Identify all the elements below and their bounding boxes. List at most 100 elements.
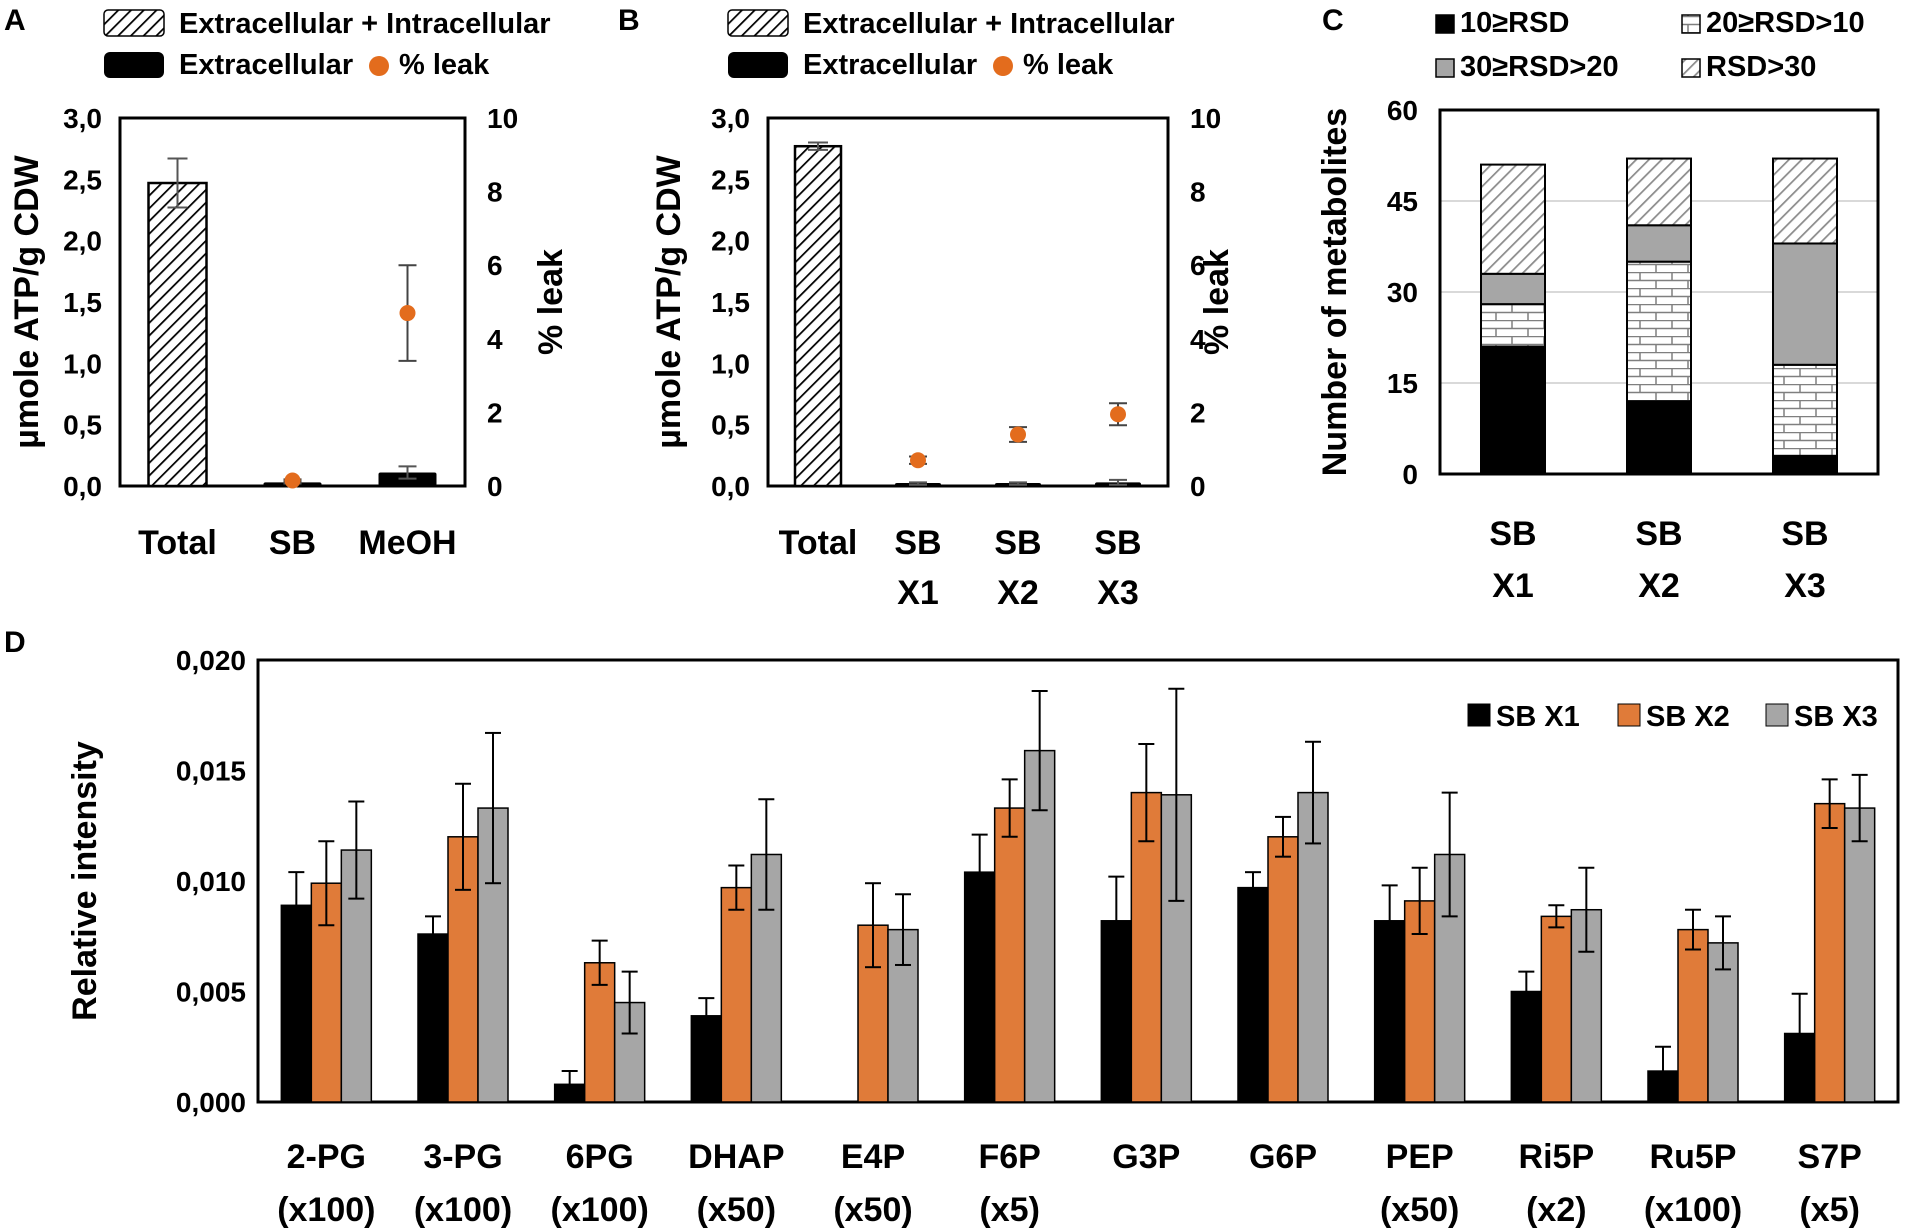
panel-b-y-tick-label: 0,5 [711,410,750,441]
panel-b-leak-point [1010,426,1026,443]
panel-c-x-tick-label-line-0: SB [1635,515,1682,553]
panel-b-plot-frame [766,116,1170,488]
panel-b-y2-tick-label: 6 [1190,250,1206,281]
panel-d-plot-frame [256,658,1900,1104]
panel-b-y-tick-label: 2,5 [711,164,750,195]
panel-d-legend-label: SB X1 [1496,701,1580,733]
panel-b-legend-swatch-black [728,52,788,78]
panel-d-bar [1813,802,1846,1103]
panel-a-y2-tick-label: 0 [487,471,503,502]
panel-b-y-tick-label: 1,0 [711,348,750,379]
panel-a-bar-total [147,181,208,488]
panel-c-bar-segment [1772,454,1838,475]
panel-c-bar-segment [1772,242,1838,366]
panel-a-legend-swatch-hatched [103,9,165,37]
panel-d-x-tick-label-line-0: Ri5P [1519,1138,1595,1176]
panel-b-y-tick-label: 1,5 [711,287,750,318]
panel-b-y2-tick-label: 8 [1190,177,1206,208]
panel-c-legend-label: 30≥RSD>20 [1460,51,1619,83]
panel-d-x-tick-label-line-0: S7P [1798,1138,1862,1176]
panel-c-y-tick-label: 45 [1387,186,1418,217]
panel-b-x-tick-label-line-1: X1 [897,574,939,612]
panel-c-bar-segment [1626,224,1692,263]
panel-label-b: B [618,4,640,37]
panel-d-y-tick-label: 0,005 [176,977,246,1008]
panel-b-legend-label-dot: % leak [1023,49,1114,81]
panel-d-chart: 0,000 0,005 0,010 0,015 0,020 Relative intens… [66,645,1900,1229]
panel-d-x-tick-label-line-1: (x100) [277,1191,375,1229]
panel-a-y-tick-label: 0,0 [63,471,102,502]
panel-d-bar [583,962,616,1103]
panel-a-y-tick-label: 1,0 [63,348,102,379]
panel-c-bar-segment [1772,363,1838,457]
panel-d-x-tick-label-line-0: PEP [1386,1138,1454,1176]
panel-b-y2-axis-label: % leak [1198,249,1236,355]
panel-c-bar-segment [1480,272,1546,306]
panel-a-y-tick-label: 0,5 [63,410,102,441]
panel-c-x-tick-label-line-1: X3 [1784,567,1826,605]
panel-c-bar-segment [1626,400,1692,476]
panel-c-y-tick-label: 15 [1387,368,1418,399]
panel-a-y2-tick-label: 6 [487,250,503,281]
panel-d-bar [1267,836,1299,1103]
panel-c-x-tick-label-line-0: SB [1781,515,1828,553]
panel-d-x-tick-label-line-1: (x50) [833,1191,912,1229]
panel-c-legend-label: 20≥RSD>10 [1706,7,1865,39]
panel-b-x-tick-label-line-1: X3 [1097,574,1139,612]
panel-c-bar-segment [1480,303,1546,348]
panel-d-bar [417,933,449,1103]
panel-d-x-tick-label-line-0: 6PG [566,1138,634,1176]
panel-a-chart: Extracellular + Intracellular Extracellul… [8,8,570,562]
panel-c-y-tick-label: 30 [1387,277,1418,308]
panel-d-x-tick-label-line-0: DHAP [688,1138,784,1176]
panel-c-bar-segment [1626,260,1692,403]
panel-a-y2-tick-label: 8 [487,177,503,208]
panel-d-x-tick-label-line-0: G6P [1249,1138,1317,1176]
panel-b-legend-label-black: Extracellular [803,49,977,81]
panel-a-x-tick-label-line-0: SB [269,524,316,562]
panel-d-y-tick-label: 0,010 [176,866,246,897]
panel-c-x-tick-label-line-1: X2 [1638,567,1680,605]
panel-b-y2-tick-label: 10 [1190,103,1221,134]
panel-d-x-tick-label-line-0: 3-PG [423,1138,502,1176]
panel-a-legend-label-black: Extracellular [179,49,353,81]
panel-d-x-tick-label-line-1: (x50) [1380,1191,1459,1229]
panel-c-legend-swatch [1435,14,1455,34]
panel-b-y-axis-label: µmole ATP/g CDW [650,154,688,448]
panel-b-x-tick-label-line-0: SB [1094,524,1141,562]
panel-a-leak-point [284,472,301,489]
panel-d-x-tick-label-line-1: (x2) [1526,1191,1586,1229]
panel-b-x-tick-label-line-0: SB [894,524,941,562]
panel-label-d: D [4,626,26,659]
panel-a-legend-swatch-dot [369,56,389,76]
panel-b-chart: Extracellular + Intracellular Extracellul… [650,8,1236,612]
panel-d-x-tick-label-line-1: (x100) [1644,1191,1742,1229]
panel-d-bar [1843,807,1876,1103]
panel-d-bar [1677,928,1709,1103]
panel-a-x-tick-label-line-0: Total [138,524,217,562]
panel-c-y-tick-label: 0 [1402,459,1418,490]
panel-d-x-tick-label-line-0: 2-PG [287,1138,366,1176]
panel-b-legend-swatch-dot [993,56,1013,76]
panel-b-y-tick-label: 2,0 [711,226,750,257]
panel-a-legend-label-dot: % leak [399,49,490,81]
panel-d-x-tick-label-line-1: (x100) [551,1191,649,1229]
panel-d-bar [1540,915,1573,1103]
panel-b-legend-label-hatched: Extracellular + Intracellular [803,8,1175,40]
panel-d-x-tick-label-line-1: (x100) [414,1191,512,1229]
panel-b-y2-tick-label: 0 [1190,471,1206,502]
panel-b-y2-tick-label: 4 [1190,324,1206,355]
panel-c-y-tick-label: 60 [1387,95,1418,126]
panel-label-a: A [4,4,26,37]
panel-d-legend-swatch [1765,703,1789,727]
panel-a-y2-tick-label: 2 [487,397,503,428]
panel-d-y-tick-label: 0,020 [176,645,246,676]
panel-c-legend-label: RSD>30 [1706,51,1816,83]
panel-d-x-tick-label-line-0: E4P [841,1138,905,1176]
panel-d-x-tick-label-line-0: F6P [978,1138,1040,1176]
panel-d-y-tick-label: 0,000 [176,1087,246,1118]
panel-a-y-tick-label: 2,0 [63,226,102,257]
panel-a-y-tick-label: 3,0 [63,103,102,134]
panel-d-x-tick-label-line-0: Ru5P [1650,1138,1737,1176]
